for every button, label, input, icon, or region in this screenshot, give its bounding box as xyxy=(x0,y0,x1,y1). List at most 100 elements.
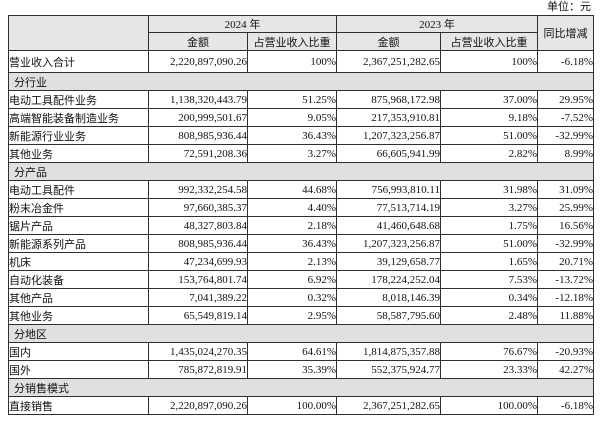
amount-2023: 58,587,795.60 xyxy=(336,306,441,325)
amount-2023: 217,353,910.81 xyxy=(336,108,441,127)
row-label: 电动工具配件 xyxy=(8,180,149,199)
amount-2024: 7,041,389.22 xyxy=(148,288,248,307)
amount-2024: 65,549,819.14 xyxy=(148,306,248,325)
amount-2023: 875,968,172.98 xyxy=(336,90,441,109)
amount-2024: 992,332,254.58 xyxy=(148,180,248,199)
row-label: 自动化装备 xyxy=(8,270,149,289)
yoy-change: 8.99% xyxy=(537,144,594,163)
ratio-2023: 37.00% xyxy=(440,90,538,109)
amount-2024: 97,660,385.37 xyxy=(148,198,248,217)
amount-2023: 66,605,941.99 xyxy=(336,144,441,163)
amount-2023: 41,460,648.68 xyxy=(336,216,441,235)
row-label: 直接销售 xyxy=(8,396,149,415)
amount-2023: 756,993,810.11 xyxy=(336,180,441,199)
revenue-breakdown-table: 2024 年 2023 年 同比增减 金额 占营业收入比重 金额 占营业收入比重… xyxy=(8,15,594,415)
table-row: 营业收入合计 2,220,897,090.26 100% 2,367,251,282.… xyxy=(8,50,594,73)
yoy-change: 31.09% xyxy=(537,180,594,199)
ratio-2024: 2.18% xyxy=(247,216,337,235)
amount-2024: 47,234,699.93 xyxy=(148,252,248,271)
yoy-change: -7.52% xyxy=(537,108,594,127)
amount-2023: 178,224,252.04 xyxy=(336,270,441,289)
amount-2024: 48,327,803.84 xyxy=(148,216,248,235)
table-row: 其他产品 7,041,389.22 0.32% 8,018,146.39 0.34% -1… xyxy=(8,288,594,307)
table-row: 电动工具配件 992,332,254.58 44.68% 756,993,810.11… xyxy=(8,180,594,199)
section-label: 分产品 xyxy=(8,162,594,181)
section-row: 分行业 xyxy=(8,72,594,91)
amount-2023: 552,375,924.77 xyxy=(336,360,441,379)
row-label: 粉末冶金件 xyxy=(8,198,149,217)
section-label: 分行业 xyxy=(8,72,594,91)
amount-2024: 785,872,819.91 xyxy=(148,360,248,379)
table-row: 新能源行业业务 808,985,936.44 36.43% 1,207,323,256… xyxy=(8,126,594,145)
ratio-2023: 51.00% xyxy=(440,126,538,145)
ratio-2024: 36.43% xyxy=(247,234,337,253)
yoy-change: -12.18% xyxy=(537,288,594,307)
yoy-change: 25.99% xyxy=(537,198,594,217)
row-label: 锯片产品 xyxy=(8,216,149,235)
row-label: 国外 xyxy=(8,360,149,379)
ratio-2024: 4.40% xyxy=(247,198,337,217)
yoy-change: -32.99% xyxy=(537,234,594,253)
amount-2024-header: 金额 xyxy=(148,32,248,51)
year-2023-header: 2023 年 xyxy=(336,15,538,33)
table-row: 其他业务 72,591,208.36 3.27% 66,605,941.99 2.82%… xyxy=(8,144,594,163)
table-row: 锯片产品 48,327,803.84 2.18% 41,460,648.68 1.75%… xyxy=(8,216,594,235)
ratio-2024: 100% xyxy=(247,50,337,73)
section-row: 分产品 xyxy=(8,162,594,181)
unit-label: 单位：元 xyxy=(547,1,591,13)
yoy-change: -13.72% xyxy=(537,270,594,289)
amount-2023: 2,367,251,282.65 xyxy=(336,396,441,415)
amount-2023-header: 金额 xyxy=(336,32,441,51)
amount-2024: 200,999,501.67 xyxy=(148,108,248,127)
amount-2024: 2,220,897,090.26 xyxy=(148,396,248,415)
ratio-2024: 44.68% xyxy=(247,180,337,199)
yoy-change: 29.95% xyxy=(537,90,594,109)
table-body: 营业收入合计 2,220,897,090.26 100% 2,367,251,282.… xyxy=(8,50,594,415)
table-row: 自动化装备 153,764,801.74 6.92% 178,224,252.04 7.… xyxy=(8,270,594,289)
row-label: 新能源行业业务 xyxy=(8,126,149,145)
corner-cell xyxy=(8,15,149,51)
section-row: 分销售模式 xyxy=(8,378,594,397)
yoy-change: -6.18% xyxy=(537,396,594,415)
row-label: 高端智能装备制造业务 xyxy=(8,108,149,127)
amount-2024: 2,220,897,090.26 xyxy=(148,50,248,73)
table-row: 其他业务 65,549,819.14 2.95% 58,587,795.60 2.48%… xyxy=(8,306,594,325)
table-row: 国内 1,435,024,270.35 64.61% 1,814,875,357.88… xyxy=(8,342,594,361)
ratio-2024-header: 占营业收入比重 xyxy=(247,32,337,51)
amount-2024: 1,138,320,443.79 xyxy=(148,90,248,109)
year-2024-header: 2024 年 xyxy=(148,15,337,33)
row-label: 其他产品 xyxy=(8,288,149,307)
ratio-2023: 0.34% xyxy=(440,288,538,307)
ratio-2023: 51.00% xyxy=(440,234,538,253)
amount-2023: 39,129,658.77 xyxy=(336,252,441,271)
ratio-2023: 100.00% xyxy=(440,396,538,415)
ratio-2023: 76.67% xyxy=(440,342,538,361)
ratio-2024: 100.00% xyxy=(247,396,337,415)
ratio-2023: 1.75% xyxy=(440,216,538,235)
table-header: 2024 年 2023 年 同比增减 金额 占营业收入比重 金额 占营业收入比重 xyxy=(8,15,594,51)
table-row: 高端智能装备制造业务 200,999,501.67 9.05% 217,353,910… xyxy=(8,108,594,127)
row-label: 营业收入合计 xyxy=(8,50,149,73)
table-row: 国外 785,872,819.91 35.39% 552,375,924.77 23.3… xyxy=(8,360,594,379)
yoy-change: -6.18% xyxy=(537,50,594,73)
ratio-2023: 1.65% xyxy=(440,252,538,271)
ratio-2023: 3.27% xyxy=(440,198,538,217)
amount-2023: 1,207,323,256.87 xyxy=(336,234,441,253)
ratio-2024: 0.32% xyxy=(247,288,337,307)
ratio-2024: 2.13% xyxy=(247,252,337,271)
ratio-2023: 100% xyxy=(440,50,538,73)
section-row: 分地区 xyxy=(8,324,594,343)
yoy-change: 11.88% xyxy=(537,306,594,325)
ratio-2024: 36.43% xyxy=(247,126,337,145)
section-label: 分销售模式 xyxy=(8,378,594,397)
ratio-2023: 9.18% xyxy=(440,108,538,127)
amount-2023: 2,367,251,282.65 xyxy=(336,50,441,73)
ratio-2024: 64.61% xyxy=(247,342,337,361)
row-label: 电动工具配件业务 xyxy=(8,90,149,109)
ratio-2024: 35.39% xyxy=(247,360,337,379)
amount-2023: 8,018,146.39 xyxy=(336,288,441,307)
row-label: 机床 xyxy=(8,252,149,271)
header-row-years: 2024 年 2023 年 同比增减 xyxy=(8,15,594,51)
amount-2023: 77,513,714.19 xyxy=(336,198,441,217)
